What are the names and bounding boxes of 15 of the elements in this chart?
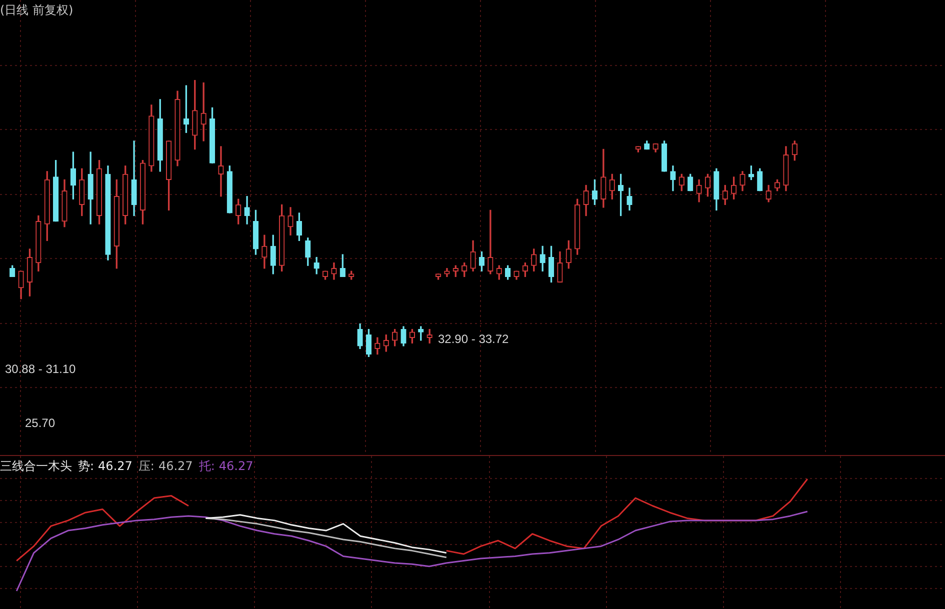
text: 46.27 — [158, 459, 193, 473]
text: 46.27 — [218, 459, 254, 473]
text: 势: — [78, 459, 94, 473]
text: 压: — [138, 459, 154, 473]
annotation: 32.90 - 33.72 — [438, 332, 509, 346]
candlestick — [488, 210, 494, 274]
text: 30.88 - 31.10 — [5, 362, 76, 376]
text: 托: — [198, 459, 215, 473]
candlestick — [218, 146, 224, 197]
candlestick — [200, 82, 206, 142]
text: 46.27 — [98, 459, 132, 473]
text: 25.70 — [25, 416, 56, 430]
chart-title: 三线合一木头 — [0, 459, 72, 473]
candlestick — [426, 328, 432, 344]
chart-title: (日线 前复权) — [0, 2, 74, 19]
